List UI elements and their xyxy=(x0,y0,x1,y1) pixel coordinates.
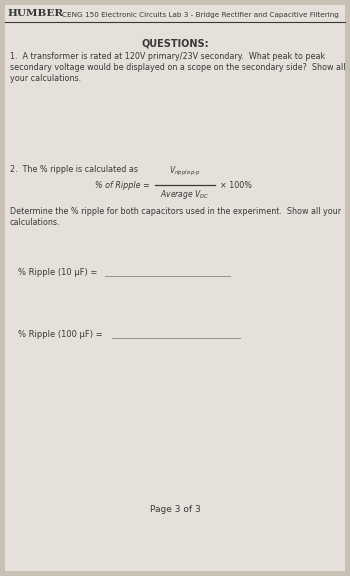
Text: 2.  The % ripple is calculated as: 2. The % ripple is calculated as xyxy=(10,165,138,174)
Text: × 100%: × 100% xyxy=(220,180,252,190)
Text: % Ripple (100 µF) =: % Ripple (100 µF) = xyxy=(18,330,105,339)
Text: % of Ripple =: % of Ripple = xyxy=(95,180,152,190)
Text: % Ripple (10 µF) =: % Ripple (10 µF) = xyxy=(18,268,100,277)
Text: Determine the % ripple for both capacitors used in the experiment.  Show all you: Determine the % ripple for both capacito… xyxy=(10,207,341,216)
Text: your calculations.: your calculations. xyxy=(10,74,81,83)
Text: 1.  A transformer is rated at 120V primary/23V secondary.  What peak to peak: 1. A transformer is rated at 120V primar… xyxy=(10,52,325,61)
Text: HUMBER: HUMBER xyxy=(7,9,63,18)
Text: CENG 150 Electronic Circuits Lab 3 - Bridge Rectifier and Capacitive Filtering: CENG 150 Electronic Circuits Lab 3 - Bri… xyxy=(62,12,339,18)
Text: $V_{\mathit{ripple\,p\text{-}p}}$: $V_{\mathit{ripple\,p\text{-}p}}$ xyxy=(169,165,201,178)
Text: Page 3 of 3: Page 3 of 3 xyxy=(150,505,200,514)
FancyBboxPatch shape xyxy=(5,5,345,571)
Text: QUESTIONS:: QUESTIONS: xyxy=(141,38,209,48)
Text: calculations.: calculations. xyxy=(10,218,61,227)
Text: secondary voltage would be displayed on a scope on the secondary side?  Show all: secondary voltage would be displayed on … xyxy=(10,63,345,72)
Text: $\mathit{Average\;V_{DC}}$: $\mathit{Average\;V_{DC}}$ xyxy=(160,188,210,201)
